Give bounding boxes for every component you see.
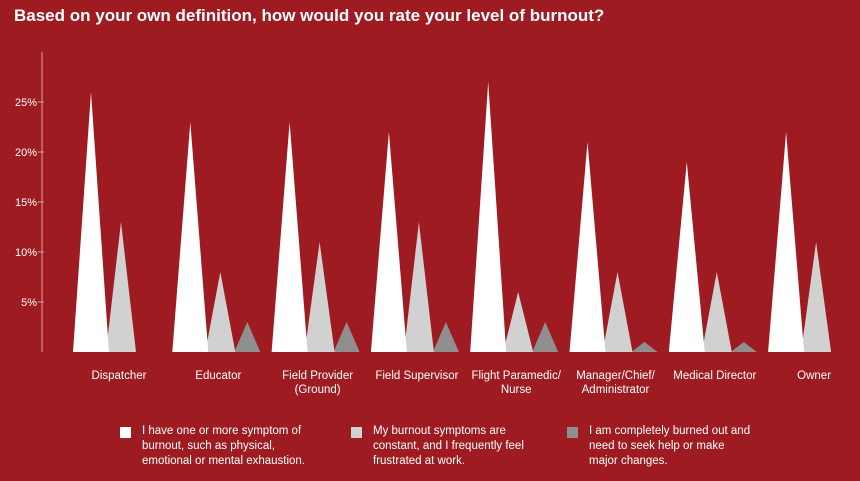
legend-item: I have one or more symptom of burnout, su… bbox=[120, 424, 305, 469]
chart-title: Based on your own definition, how would … bbox=[14, 6, 605, 25]
category-labels: Dispatcher Educator Field Provider (Ground)… bbox=[92, 370, 832, 396]
burned-out-triangle bbox=[333, 322, 360, 352]
bar-marks bbox=[73, 82, 832, 352]
burned-out-triangle bbox=[532, 322, 559, 352]
category-label: Field Provider (Ground) bbox=[282, 370, 353, 396]
y-tick-label: 5% bbox=[21, 297, 37, 309]
constant-triangle bbox=[602, 272, 633, 352]
category-label: Manager/Chief/Administrator bbox=[576, 370, 655, 396]
burned-out-triangle bbox=[631, 342, 658, 352]
category-label: Educator bbox=[195, 370, 241, 382]
legend-item: My burnout symptoms are constant, and I f… bbox=[351, 424, 524, 469]
symptom-triangle bbox=[271, 122, 308, 352]
constant-triangle bbox=[205, 272, 236, 352]
symptom-triangle bbox=[370, 132, 407, 352]
category-label: Field Supervisor bbox=[375, 370, 458, 382]
burnout-chart: 5% 10% 15% 20% 25% Dispatcher Educator Field P… bbox=[15, 52, 832, 396]
legend-label: I have one or more symptom of burnout, su… bbox=[142, 425, 306, 467]
y-tick-label: 25% bbox=[15, 97, 37, 109]
legend-label: My burnout symptoms are constant, and I f… bbox=[373, 425, 524, 467]
category-label: Owner bbox=[797, 370, 831, 382]
category-label: Dispatcher bbox=[92, 370, 147, 382]
legend-swatch bbox=[351, 427, 362, 438]
category-label: Flight Paramedic/Nurse bbox=[471, 370, 561, 396]
legend-label: I am completely burned out and need to se… bbox=[589, 425, 751, 467]
burned-out-triangle bbox=[234, 322, 261, 352]
legend-item: I am completely burned out and need to se… bbox=[567, 424, 750, 469]
y-tick-label: 10% bbox=[15, 247, 37, 259]
legend-swatch bbox=[567, 427, 578, 438]
symptom-triangle bbox=[768, 132, 805, 352]
legend-swatch bbox=[120, 427, 131, 438]
category-label: Medical Director bbox=[673, 370, 756, 382]
constant-triangle bbox=[701, 272, 732, 352]
y-axis: 5% 10% 15% 20% 25% bbox=[15, 52, 44, 352]
symptom-triangle bbox=[569, 142, 606, 352]
constant-triangle bbox=[503, 292, 534, 352]
constant-triangle bbox=[403, 222, 434, 352]
y-tick-label: 20% bbox=[15, 147, 37, 159]
symptom-triangle bbox=[172, 122, 209, 352]
y-tick-label: 15% bbox=[15, 197, 37, 209]
constant-triangle bbox=[106, 222, 136, 352]
symptom-triangle bbox=[668, 162, 705, 352]
constant-triangle bbox=[801, 242, 832, 352]
symptom-triangle bbox=[470, 82, 507, 352]
burned-out-triangle bbox=[730, 342, 757, 352]
burned-out-triangle bbox=[432, 322, 459, 352]
symptom-triangle bbox=[73, 92, 109, 352]
constant-triangle bbox=[304, 242, 335, 352]
